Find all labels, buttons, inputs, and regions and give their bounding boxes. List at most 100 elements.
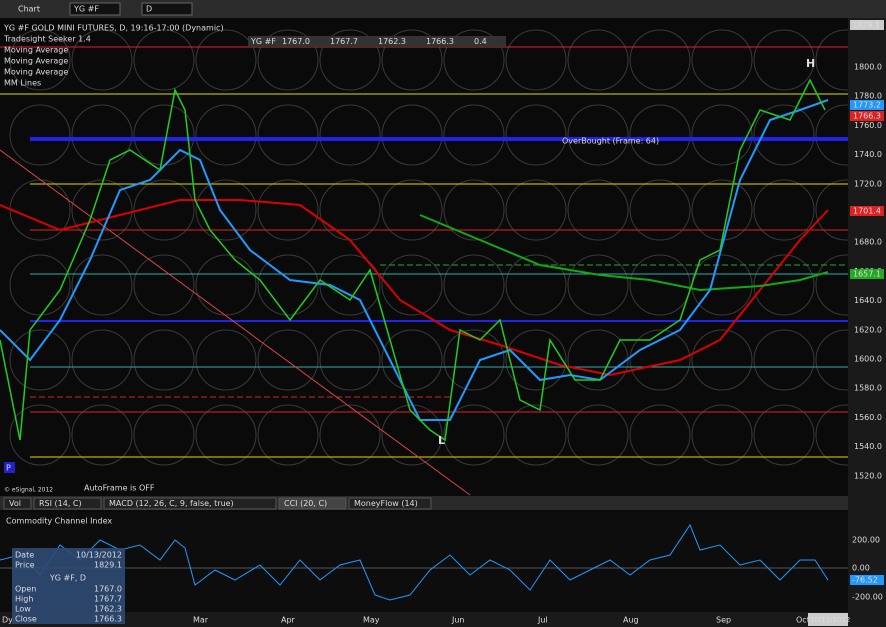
pattern-circle (443, 404, 505, 466)
tab[interactable] (103, 497, 277, 510)
study-list: Tradesight Seeker 1.4 Moving Average Movin… (3, 35, 91, 88)
top-price: 1829.1 (852, 21, 880, 30)
pattern-circle (257, 254, 319, 316)
levels (0, 46, 848, 496)
dw-val: 1762.3 (94, 605, 122, 614)
pattern-circle (381, 329, 443, 391)
price-label: 1740.0 (854, 150, 882, 159)
pattern-circle (443, 329, 505, 391)
pattern-circle (9, 254, 71, 316)
pattern-circle (195, 329, 257, 391)
cci-badge-box (850, 575, 884, 585)
pattern-circle (381, 29, 443, 91)
study: Moving Average (4, 46, 68, 55)
study: Tradesight Seeker 1.4 (3, 35, 91, 44)
cci-title: Commodity Channel Index (6, 517, 112, 526)
pattern-circle (567, 254, 629, 316)
pattern-circle (195, 254, 257, 316)
pattern-circle (691, 329, 753, 391)
window-title: Chart (18, 5, 40, 14)
pattern-circle (753, 29, 815, 91)
badge: 1773.2 (853, 101, 881, 110)
date-label: Sep (716, 616, 731, 625)
cci-panel (0, 512, 848, 612)
data-window (12, 548, 125, 624)
symbol: YG #F (73, 5, 99, 14)
pattern-circle (505, 329, 567, 391)
pattern-circle (71, 179, 133, 241)
tab-label: Vol (9, 499, 21, 508)
toolbar (0, 0, 886, 18)
cci-label: 0.00 (852, 564, 870, 573)
tab-label: CCI (20, C) (284, 499, 327, 508)
study: Moving Average (4, 57, 68, 66)
pattern-circle (71, 29, 133, 91)
pattern-circle (691, 29, 753, 91)
badge: 1701.4 (853, 207, 881, 216)
pattern-circle (257, 329, 319, 391)
pattern-circle (567, 179, 629, 241)
price-label: 1640.0 (854, 296, 882, 305)
pattern-circle (319, 104, 381, 166)
pattern-circle (567, 104, 629, 166)
pattern-circle (133, 29, 195, 91)
cci-label: -200.00 (852, 593, 883, 602)
pattern-circle (71, 104, 133, 166)
pattern-circle (381, 179, 443, 241)
dw-key: Close (15, 615, 37, 624)
pattern-circle (443, 179, 505, 241)
dw-val: 1767.7 (94, 595, 122, 604)
pattern-circle (567, 29, 629, 91)
pattern-circle (257, 404, 319, 466)
dw-key: Date (15, 551, 34, 560)
date-label: May (363, 616, 380, 625)
badge: 1657.1 (853, 270, 881, 279)
dw-key: Low (15, 605, 31, 614)
pattern-circle (691, 404, 753, 466)
tab-label: MoneyFlow (14) (354, 499, 418, 508)
interval-box[interactable] (141, 2, 193, 16)
dw-val: 1829.1 (94, 561, 122, 570)
pattern-circle (133, 329, 195, 391)
tab[interactable] (3, 497, 32, 510)
pattern-circle (753, 254, 815, 316)
pattern-circle (505, 29, 567, 91)
pattern-circle (629, 329, 691, 391)
date-label: Jul (537, 616, 548, 625)
pattern-circle (71, 329, 133, 391)
data-window-rows: Date 10/13/2012 Price 1829.1 YG #F, D Open 176… (15, 551, 122, 624)
date-label: Oct (796, 616, 810, 625)
pattern-circle (9, 29, 71, 91)
tab[interactable] (278, 497, 347, 510)
pattern-circle (505, 179, 567, 241)
marker: H (806, 57, 815, 70)
pattern-circle (505, 254, 567, 316)
dw-val: 1766.3 (94, 615, 122, 624)
date-label: Jun (451, 616, 465, 625)
pattern-circle (257, 104, 319, 166)
tab[interactable] (348, 497, 432, 510)
background-pattern (9, 29, 877, 466)
marker: L (438, 434, 445, 447)
pattern-circle (319, 404, 381, 466)
quote-symbol: YG #F (250, 37, 276, 46)
price-label: 1720.0 (854, 179, 882, 188)
pattern-circle (629, 179, 691, 241)
pattern-circle (9, 329, 71, 391)
pattern-circle (629, 29, 691, 91)
pattern-circle (257, 29, 319, 91)
date-label: Apr (281, 616, 296, 625)
cci-badge: -76.52 (852, 576, 878, 585)
pattern-circle (133, 179, 195, 241)
pattern-circle (753, 104, 815, 166)
marker-box (4, 462, 15, 473)
pattern-circle (9, 404, 71, 466)
date-label: Dy (2, 616, 13, 625)
dw-val: 10/13/2012 (76, 551, 122, 560)
copyright: © eSignal, 2012 (4, 487, 53, 494)
tab[interactable] (33, 497, 102, 510)
overbought-label: OverBought (Frame: 64) (562, 137, 659, 146)
pattern-circle (71, 254, 133, 316)
symbol-box[interactable] (69, 2, 121, 16)
